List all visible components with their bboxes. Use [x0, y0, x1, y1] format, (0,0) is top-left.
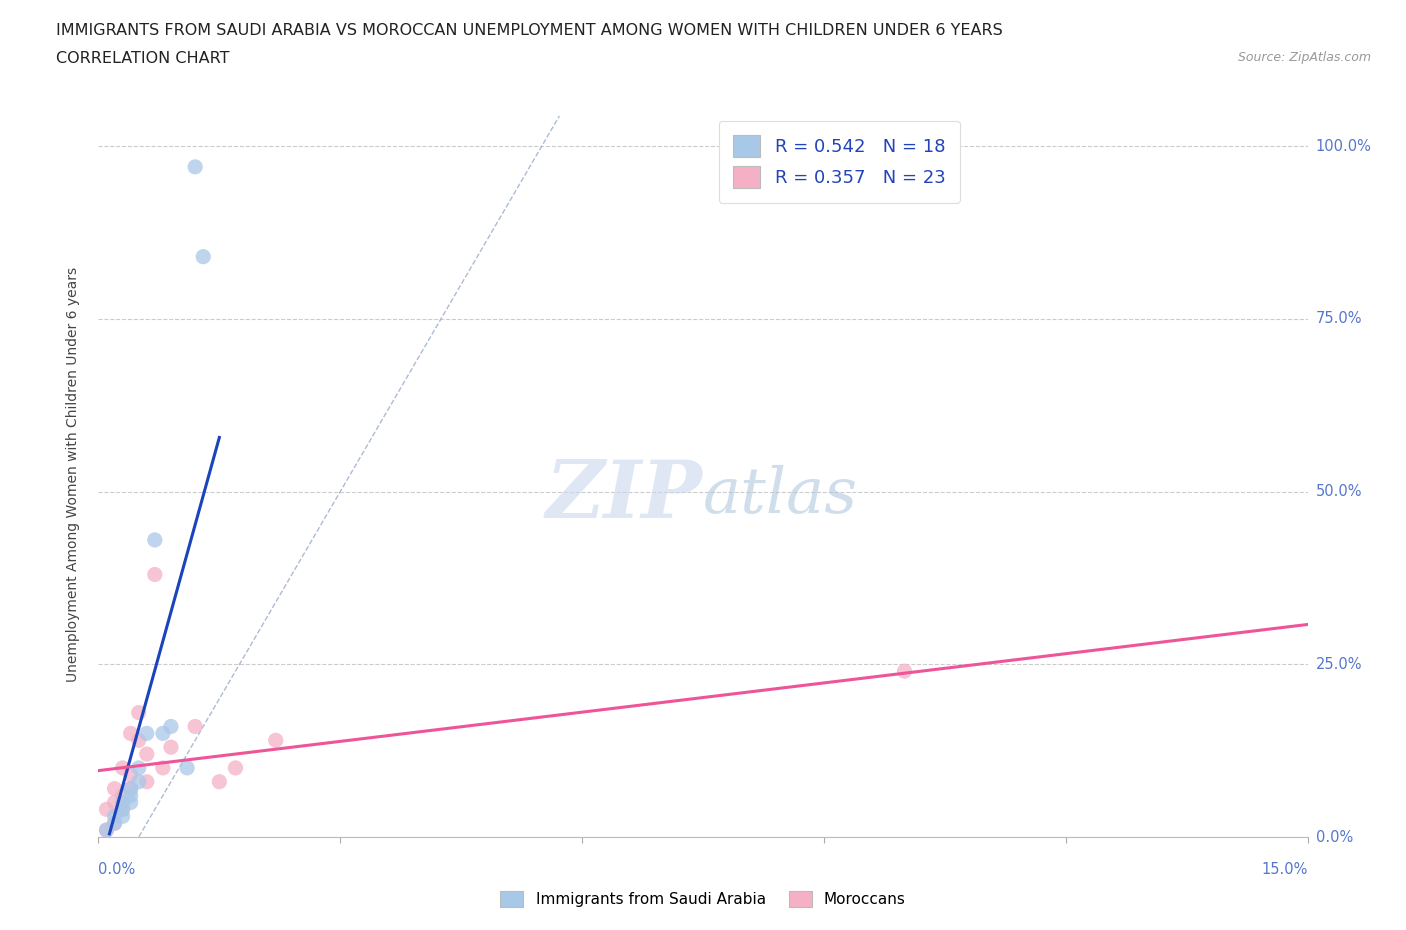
- Point: [176, 761, 198, 776]
- Point: [111, 761, 134, 776]
- Point: [111, 795, 134, 810]
- Point: [143, 533, 166, 548]
- Point: [184, 719, 207, 734]
- Point: [152, 726, 174, 741]
- Point: [208, 775, 231, 790]
- Point: [96, 823, 118, 838]
- Point: [224, 761, 246, 776]
- Point: [103, 816, 125, 830]
- Point: [120, 781, 142, 796]
- Point: [135, 775, 157, 790]
- Point: [111, 802, 134, 817]
- Point: [128, 705, 150, 720]
- Point: [160, 739, 183, 754]
- Text: 0.0%: 0.0%: [1316, 830, 1353, 844]
- Point: [103, 809, 125, 824]
- Text: 25.0%: 25.0%: [1316, 657, 1362, 671]
- Point: [96, 802, 118, 817]
- Point: [128, 733, 150, 748]
- Point: [103, 816, 125, 830]
- Point: [120, 726, 142, 741]
- Point: [120, 767, 142, 782]
- Point: [193, 249, 215, 264]
- Text: 50.0%: 50.0%: [1316, 485, 1362, 499]
- Point: [111, 802, 134, 817]
- Text: IMMIGRANTS FROM SAUDI ARABIA VS MOROCCAN UNEMPLOYMENT AMONG WOMEN WITH CHILDREN : IMMIGRANTS FROM SAUDI ARABIA VS MOROCCAN…: [56, 23, 1002, 38]
- Point: [111, 788, 134, 803]
- Point: [120, 795, 142, 810]
- Legend: R = 0.542   N = 18, R = 0.357   N = 23: R = 0.542 N = 18, R = 0.357 N = 23: [718, 121, 960, 203]
- Point: [120, 788, 142, 803]
- Point: [120, 781, 142, 796]
- Point: [103, 781, 125, 796]
- Point: [135, 726, 157, 741]
- Point: [128, 775, 150, 790]
- Point: [893, 664, 915, 679]
- Text: Source: ZipAtlas.com: Source: ZipAtlas.com: [1237, 51, 1371, 64]
- Text: 75.0%: 75.0%: [1316, 312, 1362, 326]
- Point: [143, 567, 166, 582]
- Y-axis label: Unemployment Among Women with Children Under 6 years: Unemployment Among Women with Children U…: [66, 267, 80, 682]
- Text: 15.0%: 15.0%: [1261, 862, 1308, 877]
- Legend: Immigrants from Saudi Arabia, Moroccans: Immigrants from Saudi Arabia, Moroccans: [495, 884, 911, 913]
- Point: [96, 823, 118, 838]
- Text: atlas: atlas: [703, 465, 858, 527]
- Text: 0.0%: 0.0%: [98, 862, 135, 877]
- Text: CORRELATION CHART: CORRELATION CHART: [56, 51, 229, 66]
- Point: [160, 719, 183, 734]
- Point: [111, 809, 134, 824]
- Point: [264, 733, 287, 748]
- Point: [135, 747, 157, 762]
- Text: ZIP: ZIP: [546, 458, 703, 535]
- Point: [128, 761, 150, 776]
- Point: [152, 761, 174, 776]
- Text: 100.0%: 100.0%: [1316, 139, 1372, 153]
- Point: [103, 795, 125, 810]
- Point: [184, 159, 207, 174]
